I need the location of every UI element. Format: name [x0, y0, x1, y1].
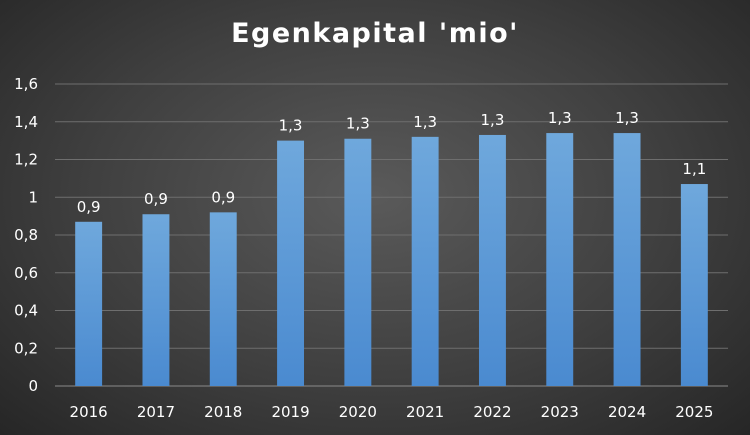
bar	[344, 138, 372, 386]
data-label: 0,9	[77, 198, 101, 216]
x-tick-label: 2021	[406, 403, 444, 421]
bar	[209, 212, 237, 386]
data-label: 1,3	[481, 111, 505, 129]
y-tick-label: 0,6	[14, 264, 38, 282]
y-tick-label: 0,8	[14, 226, 38, 244]
data-label: 1,3	[346, 115, 370, 133]
x-tick-label: 2016	[70, 403, 108, 421]
y-tick-label: 1,2	[14, 151, 38, 169]
bar	[613, 133, 641, 386]
data-label: 1,3	[615, 109, 639, 127]
x-tick-label: 2018	[204, 403, 242, 421]
y-tick-label: 0	[28, 377, 38, 395]
data-label: 0,9	[211, 188, 235, 206]
x-axis-ticks: 2016 2017 2018 2019 2020 2021 2022 2023 2024 2025	[70, 403, 714, 421]
data-label: 1,3	[548, 109, 572, 127]
bar	[411, 136, 439, 386]
data-label: 1,1	[682, 160, 706, 178]
y-tick-label: 0,2	[14, 339, 38, 357]
y-tick-label: 1	[28, 188, 38, 206]
y-tick-label: 1,4	[14, 113, 38, 131]
bar	[277, 140, 305, 386]
x-tick-label: 2022	[473, 403, 511, 421]
x-tick-label: 2023	[541, 403, 579, 421]
data-labels: 0,9 0,9 0,9 1,3 1,3 1,3 1,3 1,3 1,3 1,1	[77, 109, 707, 216]
bar	[680, 184, 708, 386]
bar	[75, 221, 103, 386]
x-tick-label: 2024	[608, 403, 646, 421]
bar	[478, 134, 506, 386]
x-tick-label: 2019	[271, 403, 309, 421]
data-label: 1,3	[279, 117, 303, 135]
y-tick-label: 1,6	[14, 75, 38, 93]
bar	[142, 214, 170, 386]
x-tick-label: 2025	[675, 403, 713, 421]
bars	[75, 133, 708, 386]
y-axis-ticks: 0 0,2 0,4 0,6 0,8 1 1,2 1,4 1,6	[14, 75, 38, 395]
x-tick-label: 2017	[137, 403, 175, 421]
data-label: 0,9	[144, 190, 168, 208]
y-tick-label: 0,4	[14, 302, 38, 320]
x-tick-label: 2020	[339, 403, 377, 421]
chart-title: Egenkapital 'mio'	[231, 18, 519, 49]
bar	[546, 133, 574, 386]
data-label: 1,3	[413, 113, 437, 131]
